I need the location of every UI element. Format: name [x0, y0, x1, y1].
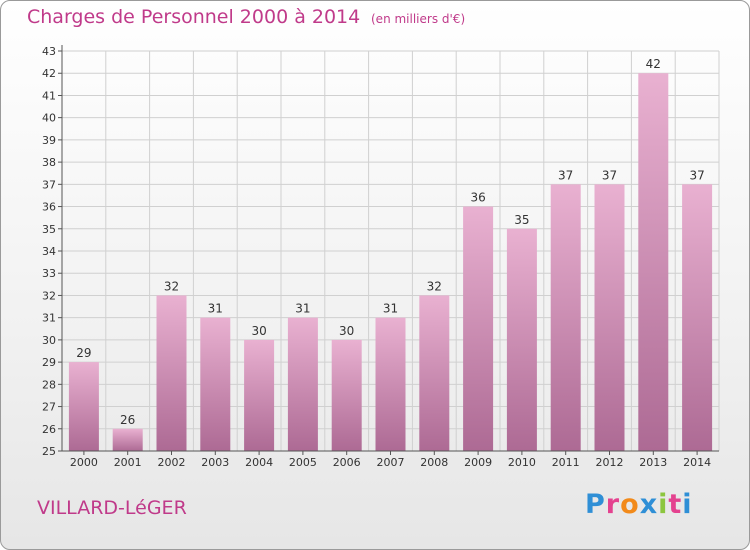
proxiti-logo: Proxiti [585, 489, 693, 520]
y-tick-label: 35 [42, 223, 56, 236]
x-tick-label: 2003 [201, 456, 229, 469]
data-label: 37 [602, 168, 617, 182]
y-tick-label: 37 [42, 178, 56, 191]
data-label: 32 [427, 279, 442, 293]
bar [200, 317, 231, 451]
data-label: 31 [383, 302, 398, 316]
x-tick-label: 2000 [70, 456, 98, 469]
data-label: 32 [164, 279, 179, 293]
labels: 25 26 27 28 29 30 31 32 33 34 35 36 37 38 39 40 41 42 43 29… [42, 45, 711, 469]
data-label: 42 [646, 57, 661, 71]
x-tick-label: 2007 [377, 456, 405, 469]
x-tick-label: 2002 [158, 456, 186, 469]
bar [375, 317, 406, 451]
x-tick-label: 2014 [683, 456, 711, 469]
y-tick-label: 38 [42, 156, 56, 169]
bar [506, 228, 537, 451]
logo-letter: x [639, 489, 659, 520]
logo-letter: i [682, 489, 693, 520]
bar [244, 339, 275, 451]
bars [68, 73, 713, 452]
y-tick-label: 32 [42, 289, 56, 302]
data-label: 31 [295, 302, 310, 316]
x-tick-label: 2006 [333, 456, 361, 469]
y-tick-label: 30 [42, 334, 56, 347]
x-tick-label: 2001 [114, 456, 142, 469]
y-tick-label: 42 [42, 67, 56, 80]
y-tick-label: 27 [42, 401, 56, 414]
data-label: 30 [251, 324, 266, 338]
x-tick-label: 2009 [464, 456, 492, 469]
x-tick-label: 2004 [245, 456, 273, 469]
bar [638, 73, 669, 451]
y-tick-label: 39 [42, 134, 56, 147]
y-tick-label: 36 [42, 201, 56, 214]
logo-letter: i [658, 489, 669, 520]
bar [682, 184, 713, 452]
bar [68, 362, 99, 451]
data-label: 29 [76, 346, 91, 360]
x-tick-label: 2013 [639, 456, 667, 469]
data-label: 35 [514, 213, 529, 227]
y-tick-label: 43 [42, 45, 56, 58]
data-label: 37 [689, 168, 704, 182]
logo-letter: t [668, 489, 683, 520]
bar [331, 339, 362, 451]
logo-letter: P [585, 489, 606, 520]
x-tick-label: 2012 [596, 456, 624, 469]
bar [287, 317, 318, 451]
commune-name: VILLARD-LéGER [37, 497, 187, 519]
x-tick-label: 2010 [508, 456, 536, 469]
y-tick-label: 25 [42, 445, 56, 458]
chart-subtitle: (en milliers d'€) [371, 12, 466, 26]
data-label: 37 [558, 168, 573, 182]
bar [419, 295, 450, 451]
x-tick-label: 2008 [420, 456, 448, 469]
y-tick-label: 28 [42, 378, 56, 391]
y-tick-label: 40 [42, 112, 56, 125]
y-tick-label: 26 [42, 423, 56, 436]
bar [594, 184, 625, 452]
data-label: 31 [208, 302, 223, 316]
logo-letter: o [620, 489, 640, 520]
y-tick-label: 29 [42, 356, 56, 369]
logo-letter: r [605, 489, 621, 520]
axes [58, 45, 719, 455]
y-tick-label: 34 [42, 245, 56, 258]
y-tick-label: 31 [42, 312, 56, 325]
data-label: 36 [470, 191, 485, 205]
y-tick-label: 33 [42, 267, 56, 280]
bar [112, 428, 143, 451]
bar [156, 295, 187, 451]
data-label: 30 [339, 324, 354, 338]
x-tick-label: 2011 [552, 456, 580, 469]
data-label: 26 [120, 413, 135, 427]
y-tick-label: 41 [42, 89, 56, 102]
chart-title: Charges de Personnel 2000 à 2014 [27, 6, 361, 28]
bar [463, 206, 494, 451]
bar [550, 184, 581, 452]
x-tick-label: 2005 [289, 456, 317, 469]
